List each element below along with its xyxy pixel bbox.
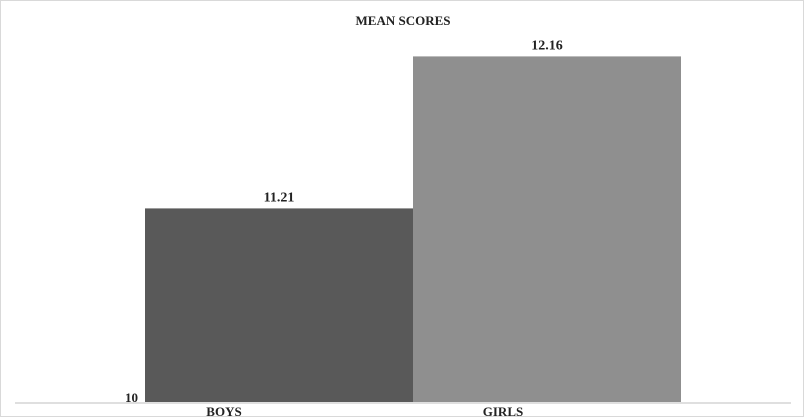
x-tick-label-boys: BOYS <box>206 404 241 417</box>
x-tick-label-girls: GIRLS <box>483 404 523 417</box>
bar-boys <box>145 208 413 402</box>
labels-group: 11.21 BOYS 12.16 GIRLS 10 <box>125 38 563 417</box>
data-label-boys: 11.21 <box>264 190 295 205</box>
chart-title: MEAN SCORES <box>356 13 451 28</box>
bar-girls <box>413 56 681 403</box>
y-tick-label: 10 <box>125 390 138 405</box>
bars-group <box>145 56 681 403</box>
data-label-girls: 12.16 <box>531 38 563 53</box>
